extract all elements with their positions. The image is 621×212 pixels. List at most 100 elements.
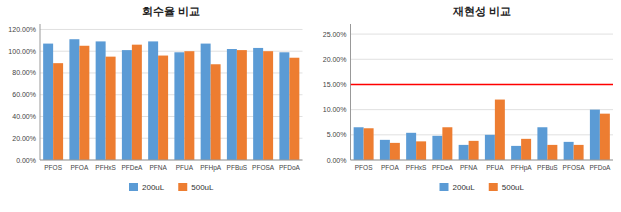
- x-tick-label: PFOA: [71, 164, 89, 171]
- y-axis-line: [350, 24, 351, 160]
- bar: [79, 46, 89, 160]
- bar: [148, 41, 158, 160]
- x-tick-label: PFDeA: [121, 164, 143, 171]
- bar: [174, 52, 184, 160]
- bar: [442, 127, 452, 160]
- bar: [469, 141, 479, 160]
- bar: [263, 51, 273, 160]
- y-tick-label: 80.00%: [12, 69, 36, 76]
- bar: [237, 50, 247, 160]
- bar: [406, 133, 416, 160]
- x-tick-label: PFNA: [460, 164, 478, 171]
- bar: [43, 44, 53, 160]
- legend: 200uL500uL: [440, 183, 525, 192]
- grid-line: [351, 134, 614, 135]
- x-tick-label: PFHxS: [95, 164, 116, 171]
- bar: [122, 50, 132, 160]
- bar: [432, 136, 442, 160]
- y-tick-label: 120.00%: [8, 26, 36, 33]
- bar: [390, 143, 400, 160]
- bars: [43, 39, 299, 160]
- x-tick-label: PFDeA: [432, 164, 454, 171]
- bar: [364, 128, 374, 160]
- x-tick-label: PFOA: [381, 164, 399, 171]
- x-tick-label: PFHpA: [511, 164, 533, 172]
- x-tick-label: PFBuS: [227, 164, 248, 171]
- x-tick-label: PFDoA: [589, 164, 611, 171]
- bar: [521, 139, 531, 160]
- x-tick-label: PFHpA: [200, 164, 222, 172]
- bar: [253, 48, 263, 160]
- y-tick-label: 10.00%: [323, 106, 347, 113]
- y-tick-label: 20.00%: [323, 56, 347, 63]
- grid-line: [351, 109, 614, 110]
- y-tick-label: 0.00%: [327, 157, 347, 164]
- y-axis-line: [40, 24, 41, 160]
- bar: [184, 51, 194, 160]
- x-tick-label: PFBuS: [537, 164, 558, 171]
- bar: [279, 52, 289, 160]
- y-tick-label: 5.00%: [327, 131, 347, 138]
- x-axis-line: [40, 160, 303, 161]
- bar: [485, 135, 495, 160]
- panel: 재현성 비교 0.00% 5.00% 10.00% 15.00% 20.00% 25.00%…: [323, 5, 613, 192]
- x-axis-line: [351, 160, 614, 161]
- bar: [511, 146, 521, 160]
- legend-swatch: [129, 183, 138, 191]
- bar: [158, 56, 168, 160]
- bar: [380, 140, 390, 160]
- x-tick-label: PFOSA: [252, 164, 275, 171]
- y-tick-label: 0.00%: [16, 157, 36, 164]
- title: 재현성 비교: [452, 5, 511, 17]
- grid-line: [351, 34, 614, 35]
- x-tick-label: PFOS: [44, 164, 62, 171]
- y-tick-label: 40.00%: [12, 113, 36, 120]
- bar: [106, 57, 116, 160]
- bar: [600, 114, 610, 160]
- bar: [201, 44, 211, 160]
- bar: [96, 41, 106, 160]
- y-tick-label: 20.00%: [12, 135, 36, 142]
- y-tick-label: 25.00%: [323, 31, 347, 38]
- grid-line: [40, 29, 303, 30]
- bar: [547, 145, 557, 160]
- legend: 200uL 500uL: [129, 183, 214, 192]
- x-tick-label: PFUA: [176, 164, 194, 171]
- y-tick-label: 15.00%: [323, 81, 347, 88]
- x-tick-label: PFOSA: [563, 164, 586, 171]
- x-tick-label: PFOS: [355, 164, 373, 171]
- bars: [351, 84, 614, 160]
- x-tick-label: PFHxS: [406, 164, 427, 171]
- legend-swatch: [440, 183, 449, 191]
- bar: [590, 110, 600, 160]
- x-tick-label: PFDoA: [279, 164, 301, 171]
- grid-line: [40, 160, 303, 161]
- legend-label: 200uL: [453, 183, 476, 192]
- grid-line: [351, 59, 614, 60]
- legend-label: 200uL: [142, 183, 165, 192]
- y-tick-label: 100.00%: [8, 48, 36, 55]
- title: 회수율 비교: [142, 5, 200, 17]
- bar: [289, 58, 299, 160]
- bar: [354, 127, 364, 160]
- legend-swatch: [489, 183, 498, 191]
- bar: [416, 141, 426, 160]
- panel: 회수율 비교 0.00% 20.00% 40.00% 60.00% 80.00% 100.0…: [8, 5, 302, 192]
- bar: [227, 49, 237, 160]
- legend-swatch: [178, 183, 187, 191]
- legend-label: 500uL: [191, 183, 214, 192]
- y-tick-label: 60.00%: [12, 91, 36, 98]
- bar: [574, 145, 584, 160]
- bar: [211, 64, 221, 160]
- x-tick-label: PFUA: [486, 164, 504, 171]
- reference-line: [351, 84, 614, 86]
- bar: [69, 39, 79, 160]
- grid-line: [351, 160, 614, 161]
- chart-svg: 회수율 비교 0.00% 20.00% 40.00% 60.00% 80.00% 100.0…: [0, 0, 621, 212]
- bar: [459, 145, 469, 160]
- chart-root: 회수율 비교 0.00% 20.00% 40.00% 60.00% 80.00% 100.0…: [0, 0, 621, 212]
- bar: [495, 100, 505, 160]
- bar: [537, 127, 547, 160]
- x-tick-label: PFNA: [149, 164, 167, 171]
- bar: [53, 63, 63, 160]
